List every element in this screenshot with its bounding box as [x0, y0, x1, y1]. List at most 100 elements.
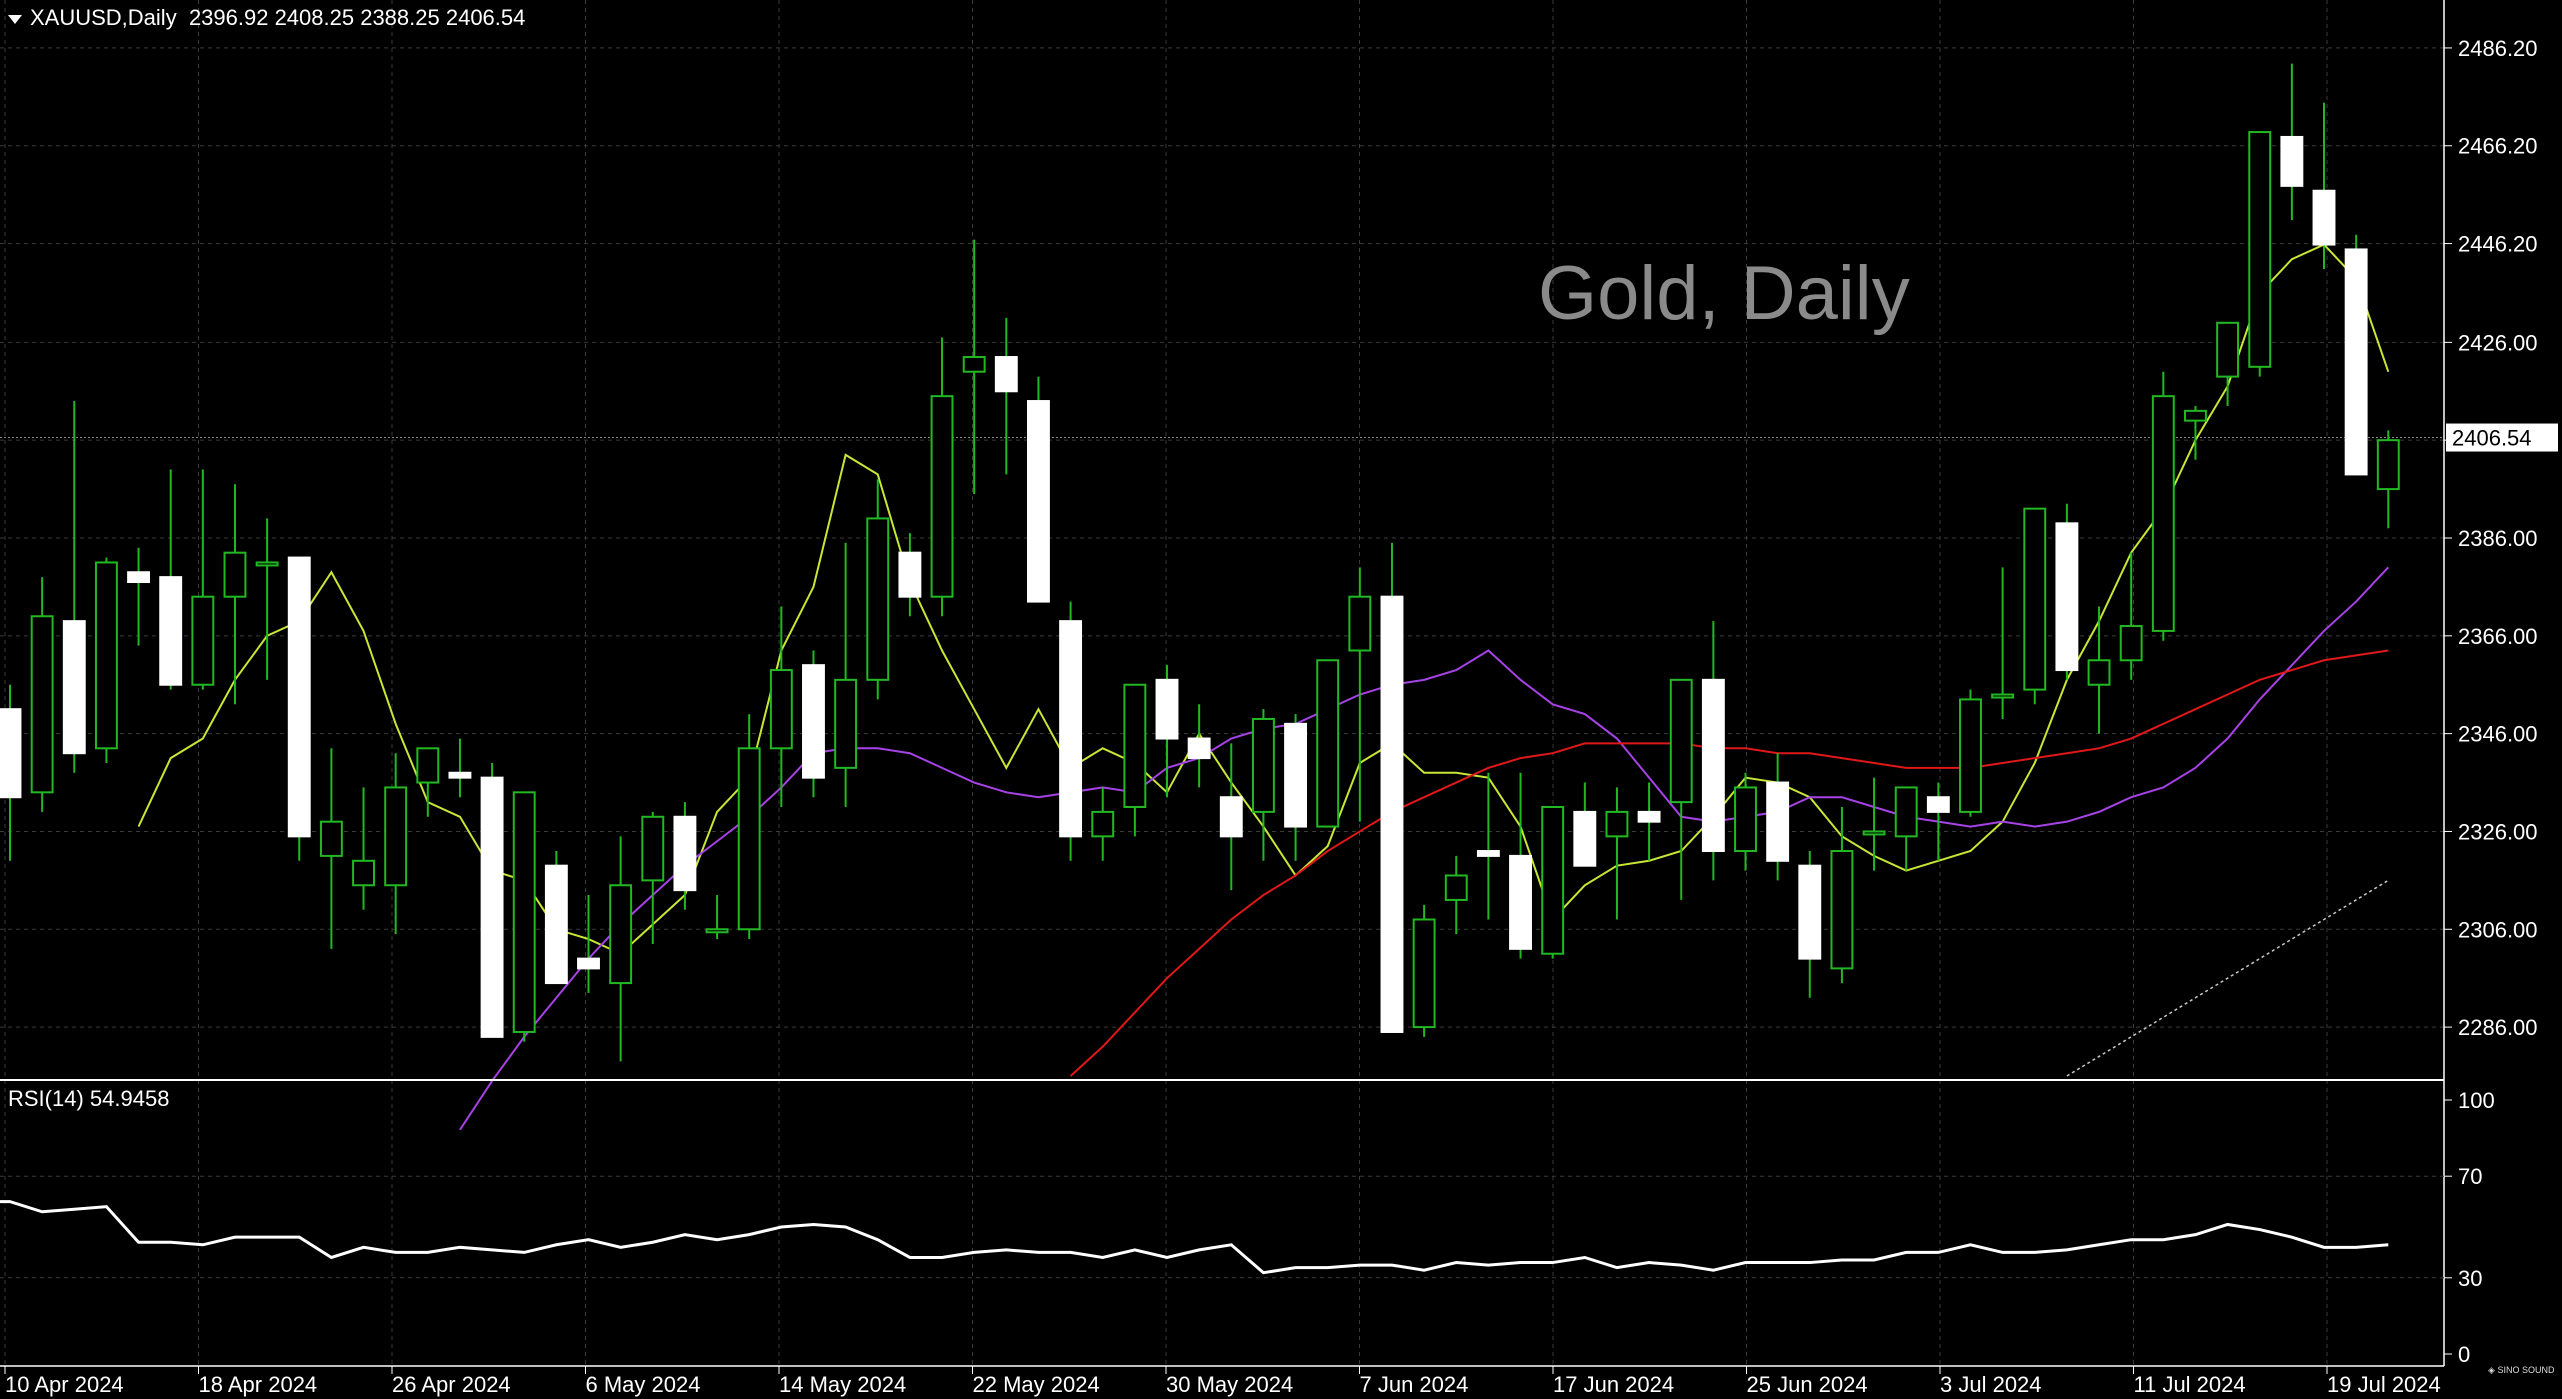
ma-slow-line — [1069, 649, 2389, 1077]
time-tick-label: 14 May 2024 — [779, 1372, 906, 1397]
bull-candle — [1959, 698, 1982, 813]
bear-candle — [448, 771, 472, 779]
bear-candle — [1027, 400, 1050, 603]
bear-candle — [287, 556, 311, 838]
bear-candle — [544, 864, 568, 985]
bull-candle — [1123, 683, 1147, 809]
bear-candle — [2280, 135, 2304, 187]
bull-candle — [1541, 806, 1565, 955]
time-tick-label: 11 Jul 2024 — [2134, 1372, 2246, 1397]
bear-candle — [1509, 854, 1532, 950]
rsi-tick-label: 100 — [2458, 1088, 2495, 1113]
current-price-label: 2406.54 — [2452, 426, 2532, 451]
bear-candle — [2344, 248, 2368, 476]
bear-candle — [0, 708, 22, 799]
price-tick-label: 2326.00 — [2458, 819, 2538, 844]
ohlc-values: 2396.92 2408.25 2388.25 2406.54 — [188, 5, 526, 30]
bull-candle — [1734, 786, 1757, 853]
bull-candle — [737, 747, 761, 931]
bull-candle — [866, 517, 890, 681]
bull-candle — [255, 561, 279, 567]
time-tick-label: 10 Apr 2024 — [5, 1372, 124, 1397]
bear-candle — [577, 957, 600, 970]
bull-candle — [2248, 131, 2272, 368]
bull-candle — [930, 395, 954, 598]
symbol-label: XAUUSD,Daily — [30, 5, 177, 30]
bull-candle — [2216, 321, 2240, 378]
price-tick-label: 2426.00 — [2458, 330, 2538, 355]
bull-candle — [1669, 678, 1693, 804]
bull-candle — [1251, 717, 1275, 813]
bear-candle — [1476, 850, 1500, 857]
bear-candle — [2312, 189, 2336, 246]
bear-candle — [1059, 620, 1083, 838]
bear-candle — [1766, 781, 1790, 862]
bear-candle — [480, 776, 504, 1038]
bear-candle — [1284, 722, 1308, 828]
bull-candle — [2184, 409, 2207, 422]
bull-candle — [1830, 850, 1854, 970]
bull-candle — [223, 551, 247, 598]
bear-candle — [1155, 678, 1179, 740]
time-tick-label: 6 May 2024 — [586, 1372, 701, 1397]
price-tick-label: 2446.20 — [2458, 232, 2538, 257]
dropdown-triangle-icon[interactable] — [8, 14, 22, 24]
bear-candle — [1573, 810, 1597, 867]
bull-candle — [641, 815, 665, 882]
price-tick-label: 2386.00 — [2458, 526, 2538, 551]
rsi-tick-label: 70 — [2458, 1164, 2482, 1189]
bull-candle — [609, 884, 633, 985]
bull-candle — [512, 791, 536, 1033]
bear-candle — [1380, 595, 1404, 1033]
bear-candle — [898, 551, 922, 598]
bull-candle — [1894, 786, 1918, 838]
bull-candle — [1862, 830, 1886, 836]
bull-candle — [319, 820, 343, 857]
time-tick-label: 18 Apr 2024 — [199, 1372, 318, 1397]
bull-candle — [1091, 810, 1115, 838]
bull-candle — [769, 669, 793, 750]
bear-candle — [1926, 796, 1950, 813]
current-price-box — [2446, 423, 2558, 452]
bear-candle — [1219, 796, 1243, 838]
bull-candle — [962, 356, 986, 373]
time-tick-label: 26 Apr 2024 — [392, 1372, 511, 1397]
bear-candle — [1637, 810, 1661, 823]
rsi-label: RSI(14) 54.9458 — [8, 1086, 170, 1111]
time-tick-label: 30 May 2024 — [1166, 1372, 1293, 1397]
price-tick-label: 2366.00 — [2458, 624, 2538, 649]
bull-candle — [384, 786, 408, 887]
bear-candle — [1798, 864, 1822, 960]
bear-candle — [127, 571, 151, 584]
bear-candle — [1187, 737, 1211, 760]
bull-candle — [705, 928, 729, 934]
bear-candle — [62, 620, 86, 755]
bull-candle — [94, 561, 118, 750]
price-tick-label: 2486.20 — [2458, 36, 2538, 61]
time-tick-label: 22 May 2024 — [973, 1372, 1100, 1397]
bull-candle — [352, 859, 375, 887]
bull-candle — [834, 678, 858, 769]
chart-header: XAUUSD,Daily 2396.92 2408.25 2388.25 240… — [8, 5, 525, 31]
rsi-line — [0, 1200, 2389, 1275]
brand-logo: ◈ SINO SOUND — [2488, 1366, 2554, 1375]
bull-candle — [2151, 395, 2175, 632]
bull-candle — [1412, 918, 1436, 1029]
time-tick-label: 7 Jun 2024 — [1360, 1372, 1469, 1397]
rsi-panel: 100 70 30 0 — [0, 1088, 2495, 1367]
bull-candle — [1605, 810, 1629, 838]
time-tick-label: 25 Jun 2024 — [1747, 1372, 1868, 1397]
bear-candle — [994, 356, 1018, 393]
bear-candle — [2055, 522, 2079, 672]
bear-candle — [1701, 678, 1725, 853]
chart-watermark: Gold, Daily — [1538, 251, 1910, 336]
time-tick-label: 3 Jul 2024 — [1940, 1372, 2042, 1397]
rsi-tick-label: 0 — [2458, 1342, 2470, 1367]
time-tick-label: 19 Jul 2024 — [2327, 1372, 2441, 1397]
price-tick-label: 2286.00 — [2458, 1015, 2538, 1040]
bull-candle — [1348, 595, 1372, 652]
price-tick-label: 2466.20 — [2458, 134, 2538, 159]
bull-candle — [2023, 507, 2047, 691]
